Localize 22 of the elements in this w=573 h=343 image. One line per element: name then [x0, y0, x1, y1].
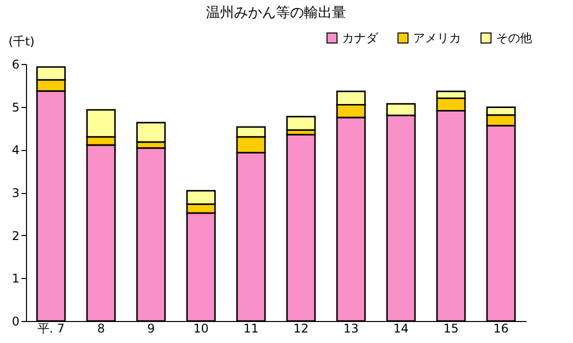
x-tick-label: 15: [443, 322, 459, 336]
x-tick-label: 平. 7: [37, 322, 65, 336]
x-tick-label: 10: [193, 322, 209, 336]
y-tick-label: 1: [12, 272, 20, 286]
y-tick-label: 6: [12, 58, 20, 72]
y-tick-label: 3: [12, 186, 20, 200]
x-tick-label: 16: [493, 322, 509, 336]
x-tick-label: 8: [97, 322, 105, 336]
y-tick-label: 5: [12, 100, 20, 114]
legend-label: その他: [496, 31, 532, 45]
y-tick-label: 0: [12, 314, 20, 328]
x-tick-label: 13: [343, 322, 359, 336]
x-tick-label: 12: [293, 322, 309, 336]
x-tick-label: 11: [243, 322, 259, 336]
legend-label: アメリカ: [413, 31, 461, 45]
y-tick-label: 4: [12, 143, 20, 158]
legend-label: カナダ: [342, 31, 379, 45]
chart-title: 温州みかん等の輸出量: [206, 5, 346, 21]
x-tick-label: 9: [147, 322, 155, 336]
x-tick-label: 14: [393, 322, 409, 336]
y-axis-title: (千t): [8, 34, 35, 48]
y-tick-label: 2: [12, 228, 20, 243]
